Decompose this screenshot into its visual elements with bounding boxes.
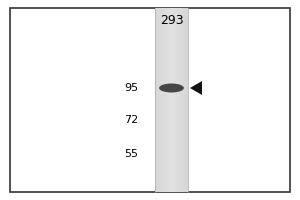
Bar	[160, 8, 161, 192]
Bar	[187, 8, 188, 192]
Bar	[184, 8, 185, 192]
Bar	[163, 8, 164, 192]
Bar	[175, 8, 176, 192]
Bar	[176, 8, 177, 192]
Bar	[174, 8, 175, 192]
Text: 72: 72	[124, 115, 138, 125]
Bar	[178, 8, 179, 192]
Bar	[162, 8, 163, 192]
Text: 55: 55	[124, 149, 138, 159]
Bar	[155, 8, 156, 192]
Ellipse shape	[159, 84, 184, 92]
Bar	[157, 8, 158, 192]
Text: 293: 293	[160, 14, 183, 26]
Bar	[161, 8, 162, 192]
Bar	[183, 8, 184, 192]
Polygon shape	[190, 81, 202, 95]
Bar	[166, 8, 167, 192]
Bar	[159, 8, 160, 192]
Bar	[168, 8, 169, 192]
Bar	[167, 8, 168, 192]
Bar	[171, 8, 172, 192]
Bar	[170, 8, 171, 192]
Bar	[177, 8, 178, 192]
Bar	[182, 8, 183, 192]
Bar	[173, 8, 174, 192]
Bar	[180, 8, 181, 192]
Bar	[186, 8, 187, 192]
Bar	[179, 8, 180, 192]
Bar	[172, 8, 173, 192]
Bar	[165, 8, 166, 192]
Bar	[164, 8, 165, 192]
Bar	[156, 8, 157, 192]
Bar	[169, 8, 170, 192]
Bar	[185, 8, 186, 192]
Bar	[181, 8, 182, 192]
Bar	[158, 8, 159, 192]
Text: 95: 95	[124, 83, 138, 93]
